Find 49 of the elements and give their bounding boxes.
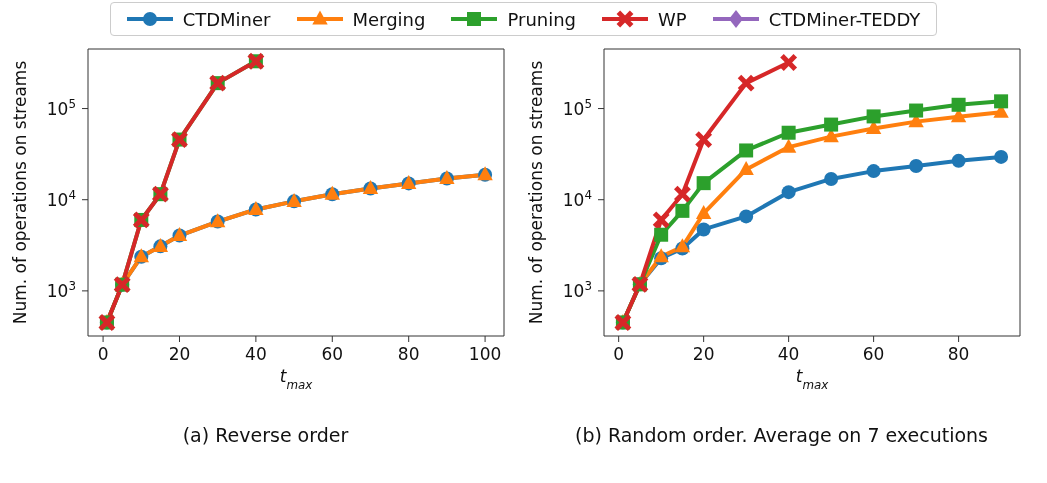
point	[696, 176, 711, 191]
point	[866, 109, 881, 124]
legend-label: Pruning	[507, 8, 577, 30]
text: (a) Reverse order	[181, 424, 350, 446]
x-tick-label: 40	[777, 344, 800, 364]
x-tick-label: 20	[168, 344, 191, 364]
point	[781, 125, 796, 140]
text: (b) Random order. Average on 7 executions	[574, 424, 989, 446]
y-tick-label: 10$^{5}$	[562, 96, 592, 119]
point	[824, 171, 839, 186]
point	[951, 97, 966, 112]
point	[909, 159, 924, 174]
x-tick-label: 80	[947, 344, 970, 364]
point	[951, 153, 966, 168]
point	[781, 185, 796, 200]
point	[695, 205, 712, 220]
x-tick-label: 100	[468, 344, 502, 364]
x-tick-label: 0	[97, 344, 109, 364]
point	[994, 149, 1009, 164]
y-axis-title: Num. of operations on streams	[526, 60, 546, 325]
point	[994, 94, 1009, 109]
legend-label: CTDMiner	[182, 8, 271, 30]
y-tick-label: 10$^{4}$	[562, 187, 592, 210]
y-tick-label: 10$^{3}$	[46, 278, 76, 301]
point	[866, 164, 881, 179]
point	[739, 143, 754, 158]
x-axis-title: t$_{max}$	[279, 366, 314, 392]
x-tick-label: 40	[245, 344, 267, 364]
x-tick-label: 80	[397, 344, 420, 364]
point	[780, 138, 797, 153]
point	[909, 103, 924, 118]
y-tick-label: 10$^{3}$	[562, 278, 592, 301]
point	[654, 227, 669, 242]
y-tick-label: 10$^{5}$	[46, 96, 76, 119]
x-tick-label: 60	[321, 344, 344, 364]
x-axis-title: t$_{max}$	[795, 366, 830, 392]
legend-label: CTDMiner-TEDDY	[768, 8, 921, 30]
x-tick-label: 60	[862, 344, 885, 364]
point	[675, 203, 690, 218]
point	[696, 222, 711, 237]
legend-label: WP	[658, 8, 687, 30]
legend-label: Merging	[352, 8, 426, 30]
point	[739, 209, 754, 224]
y-tick-label: 10$^{4}$	[46, 187, 76, 210]
point	[824, 117, 839, 132]
x-tick-label: 0	[613, 344, 625, 364]
y-axis-title: Num. of operations on streams	[10, 60, 30, 325]
point	[738, 161, 754, 176]
x-tick-label: 20	[692, 344, 715, 364]
